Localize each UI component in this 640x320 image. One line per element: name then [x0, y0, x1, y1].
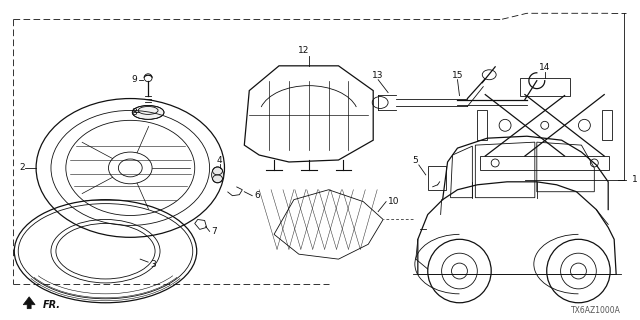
Text: 6: 6: [254, 191, 260, 200]
Text: 5: 5: [412, 156, 418, 164]
Text: 10: 10: [388, 197, 399, 206]
Bar: [477, 110, 487, 140]
Bar: [602, 110, 612, 140]
Text: 14: 14: [539, 63, 550, 72]
Text: 9: 9: [131, 75, 137, 84]
Text: 12: 12: [298, 46, 310, 55]
Polygon shape: [23, 297, 35, 309]
Bar: [480, 156, 609, 170]
Text: 15: 15: [452, 71, 463, 80]
Text: 13: 13: [372, 71, 384, 80]
Text: FR.: FR.: [43, 300, 61, 310]
Text: 3: 3: [150, 260, 156, 268]
Text: 1: 1: [632, 175, 637, 184]
Ellipse shape: [212, 167, 223, 183]
Text: 4: 4: [217, 156, 222, 164]
Bar: [520, 78, 570, 96]
Ellipse shape: [132, 106, 164, 119]
Bar: [428, 166, 445, 190]
Text: 7: 7: [212, 227, 218, 236]
Text: 8: 8: [131, 108, 137, 117]
Text: 2: 2: [19, 164, 25, 172]
Text: TX6AZ1000A: TX6AZ1000A: [572, 306, 621, 315]
